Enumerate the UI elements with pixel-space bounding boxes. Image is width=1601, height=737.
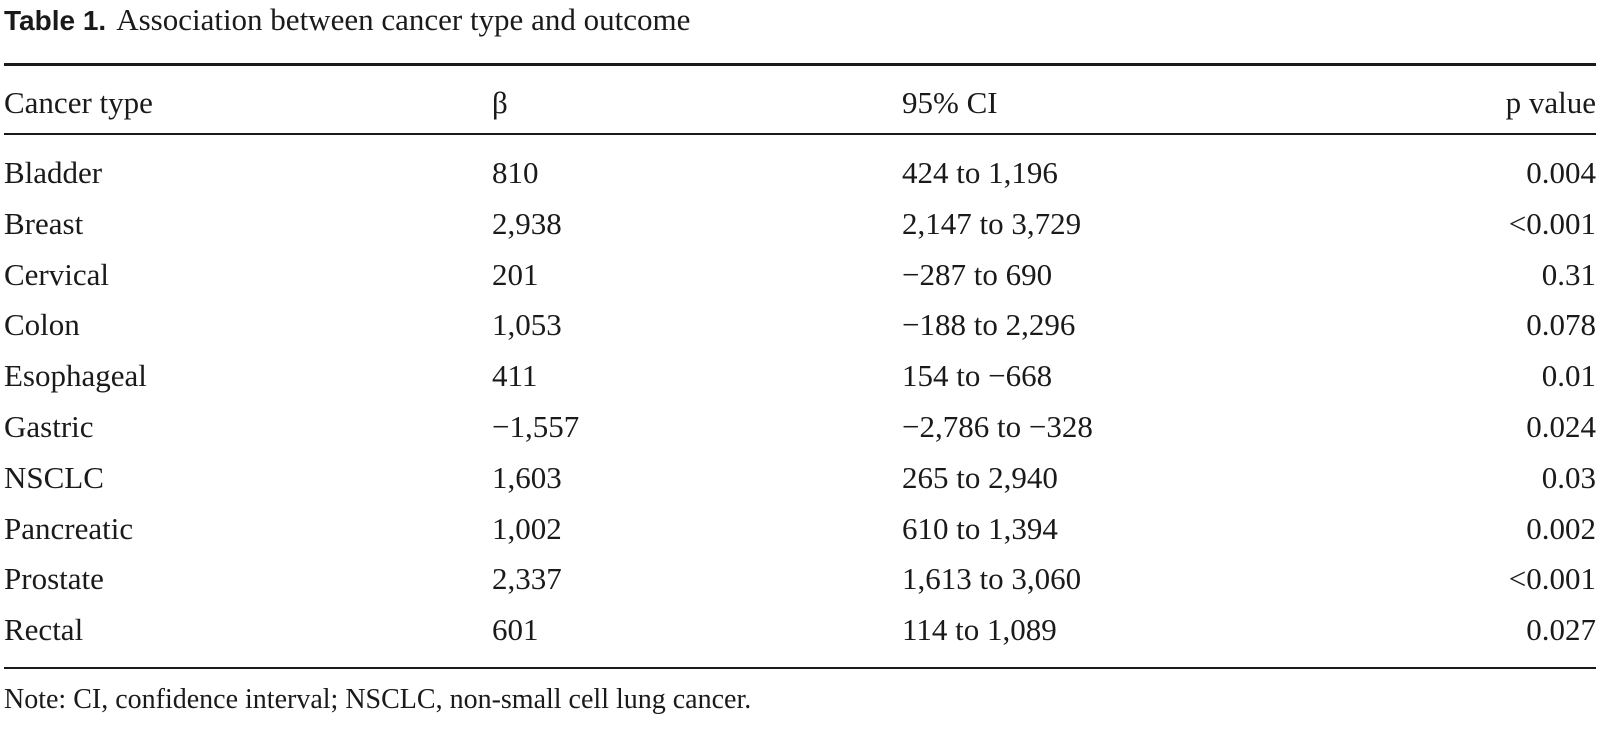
table-row: Prostate 2,337 1,613 to 3,060 <0.001 [4, 554, 1596, 605]
cell-p-value: 0.078 [1526, 307, 1596, 343]
cell-cancer-type: Bladder [4, 155, 103, 190]
table-row: Pancreatic 1,002 610 to 1,394 0.002 [4, 504, 1596, 555]
cell-p-value: 0.002 [1526, 510, 1596, 546]
bottom-rule [4, 667, 1596, 669]
table-row: Breast 2,938 2,147 to 3,729 <0.001 [4, 199, 1596, 250]
cell-p-value: 0.027 [1526, 612, 1596, 648]
cell-ci: −2,786 to −328 [902, 408, 1093, 444]
cell-beta: 1,053 [492, 307, 562, 343]
column-header-p-value: p value [1505, 85, 1596, 120]
cell-cancer-type: NSCLC [4, 459, 104, 495]
cell-beta: 1,603 [492, 459, 562, 495]
cell-p-value: 0.01 [1541, 358, 1596, 394]
cell-ci: 424 to 1,196 [902, 155, 1058, 190]
cell-ci: 2,147 to 3,729 [902, 205, 1082, 241]
cell-cancer-type: Colon [4, 307, 80, 343]
cell-ci: 154 to −668 [902, 358, 1053, 394]
cell-beta: 2,337 [492, 561, 562, 597]
table-row: Gastric −1,557 −2,786 to −328 0.024 [4, 402, 1596, 453]
cell-ci: 114 to 1,089 [902, 612, 1057, 648]
table-caption: Table 1. Association between cancer type … [4, 0, 690, 40]
cell-cancer-type: Prostate [4, 561, 104, 597]
table-note: Note: CI, confidence interval; NSCLC, no… [4, 684, 752, 715]
caption-title: Association between cancer type and outc… [116, 2, 691, 37]
cell-p-value: 0.004 [1526, 155, 1596, 190]
cell-ci: −287 to 690 [902, 256, 1053, 292]
cell-ci: 265 to 2,940 [902, 459, 1058, 495]
cell-cancer-type: Rectal [4, 612, 84, 648]
cell-ci: 610 to 1,394 [902, 510, 1058, 546]
cell-beta: 2,938 [492, 205, 562, 241]
table-row: Rectal 601 114 to 1,089 0.027 [4, 605, 1596, 656]
header-rule [4, 133, 1596, 135]
cell-p-value: 0.024 [1526, 408, 1596, 444]
cell-p-value: <0.001 [1508, 561, 1596, 597]
cell-p-value: 0.31 [1541, 256, 1596, 292]
table-row: Colon 1,053 −188 to 2,296 0.078 [4, 300, 1596, 351]
table-row: Cervical 201 −287 to 690 0.31 [4, 250, 1596, 301]
column-header-ci: 95% CI [902, 85, 998, 120]
cell-p-value: 0.03 [1541, 459, 1596, 495]
cell-cancer-type: Esophageal [4, 358, 147, 394]
cell-ci: 1,613 to 3,060 [902, 561, 1082, 597]
cell-beta: 201 [492, 256, 539, 292]
cell-ci: −188 to 2,296 [902, 307, 1076, 343]
table-row: NSCLC 1,603 265 to 2,940 0.03 [4, 453, 1596, 504]
cell-cancer-type: Gastric [4, 408, 94, 444]
table-row: Bladder 810 424 to 1,196 0.004 [4, 148, 1596, 199]
cell-beta: 411 [492, 358, 538, 394]
column-header-cancer-type: Cancer type [4, 85, 153, 120]
header-row: Cancer type β 95% CI p value [4, 68, 1596, 138]
caption-label: Table 1. [4, 5, 107, 36]
cell-beta: −1,557 [492, 408, 580, 444]
table-row: Esophageal 411 154 to −668 0.01 [4, 351, 1596, 402]
results-table: Cancer type β 95% CI p value Bladder 810… [4, 0, 1596, 656]
cell-p-value: <0.001 [1508, 205, 1596, 241]
cell-cancer-type: Breast [4, 205, 84, 241]
cell-beta: 601 [492, 612, 539, 648]
cell-cancer-type: Cervical [4, 256, 110, 292]
top-rule [4, 63, 1596, 66]
cell-cancer-type: Pancreatic [4, 510, 134, 546]
cell-beta: 810 [492, 155, 539, 190]
column-header-beta: β [492, 85, 508, 120]
cell-beta: 1,002 [492, 510, 562, 546]
